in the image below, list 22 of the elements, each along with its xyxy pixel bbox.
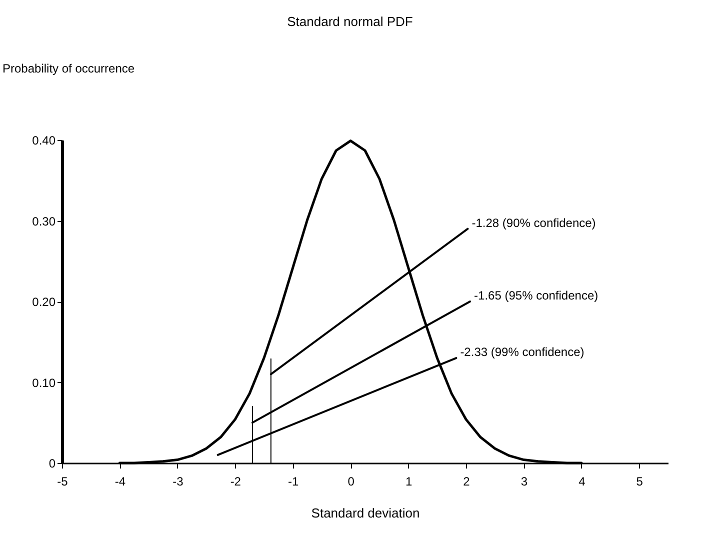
y-tick-label: 0.20 bbox=[32, 295, 56, 309]
x-axis-title: Standard deviation bbox=[311, 506, 420, 520]
x-tick-label: 4 bbox=[578, 474, 586, 488]
x-tick-label: 1 bbox=[405, 474, 412, 488]
x-tick-label: -2 bbox=[230, 474, 242, 488]
annotation: -1.65 (95% confidence) bbox=[474, 288, 598, 302]
x-tick-label: 3 bbox=[520, 474, 528, 488]
x-tick-label: 2 bbox=[463, 474, 470, 488]
x-tick-label: 5 bbox=[636, 474, 644, 488]
y-tick-label: 0.40 bbox=[32, 134, 56, 148]
y-axis-title: Probability of occurrence bbox=[2, 62, 135, 76]
y-tick-label: 0.10 bbox=[32, 376, 56, 390]
x-tick-label: -5 bbox=[57, 474, 68, 488]
annotation: -2.33 (99% confidence) bbox=[460, 345, 584, 360]
x-tick-label: -4 bbox=[114, 474, 126, 488]
chart-title: Standard normal PDF bbox=[287, 14, 413, 29]
x-tick-label: -1 bbox=[288, 474, 300, 488]
y-tick-label: 0.30 bbox=[32, 214, 56, 228]
annotation: -1.28 (90% confidence) bbox=[472, 216, 596, 230]
x-tick-label: 0 bbox=[348, 474, 355, 488]
y-tick-label: 0 bbox=[48, 456, 56, 470]
x-tick-label: -3 bbox=[172, 474, 184, 488]
